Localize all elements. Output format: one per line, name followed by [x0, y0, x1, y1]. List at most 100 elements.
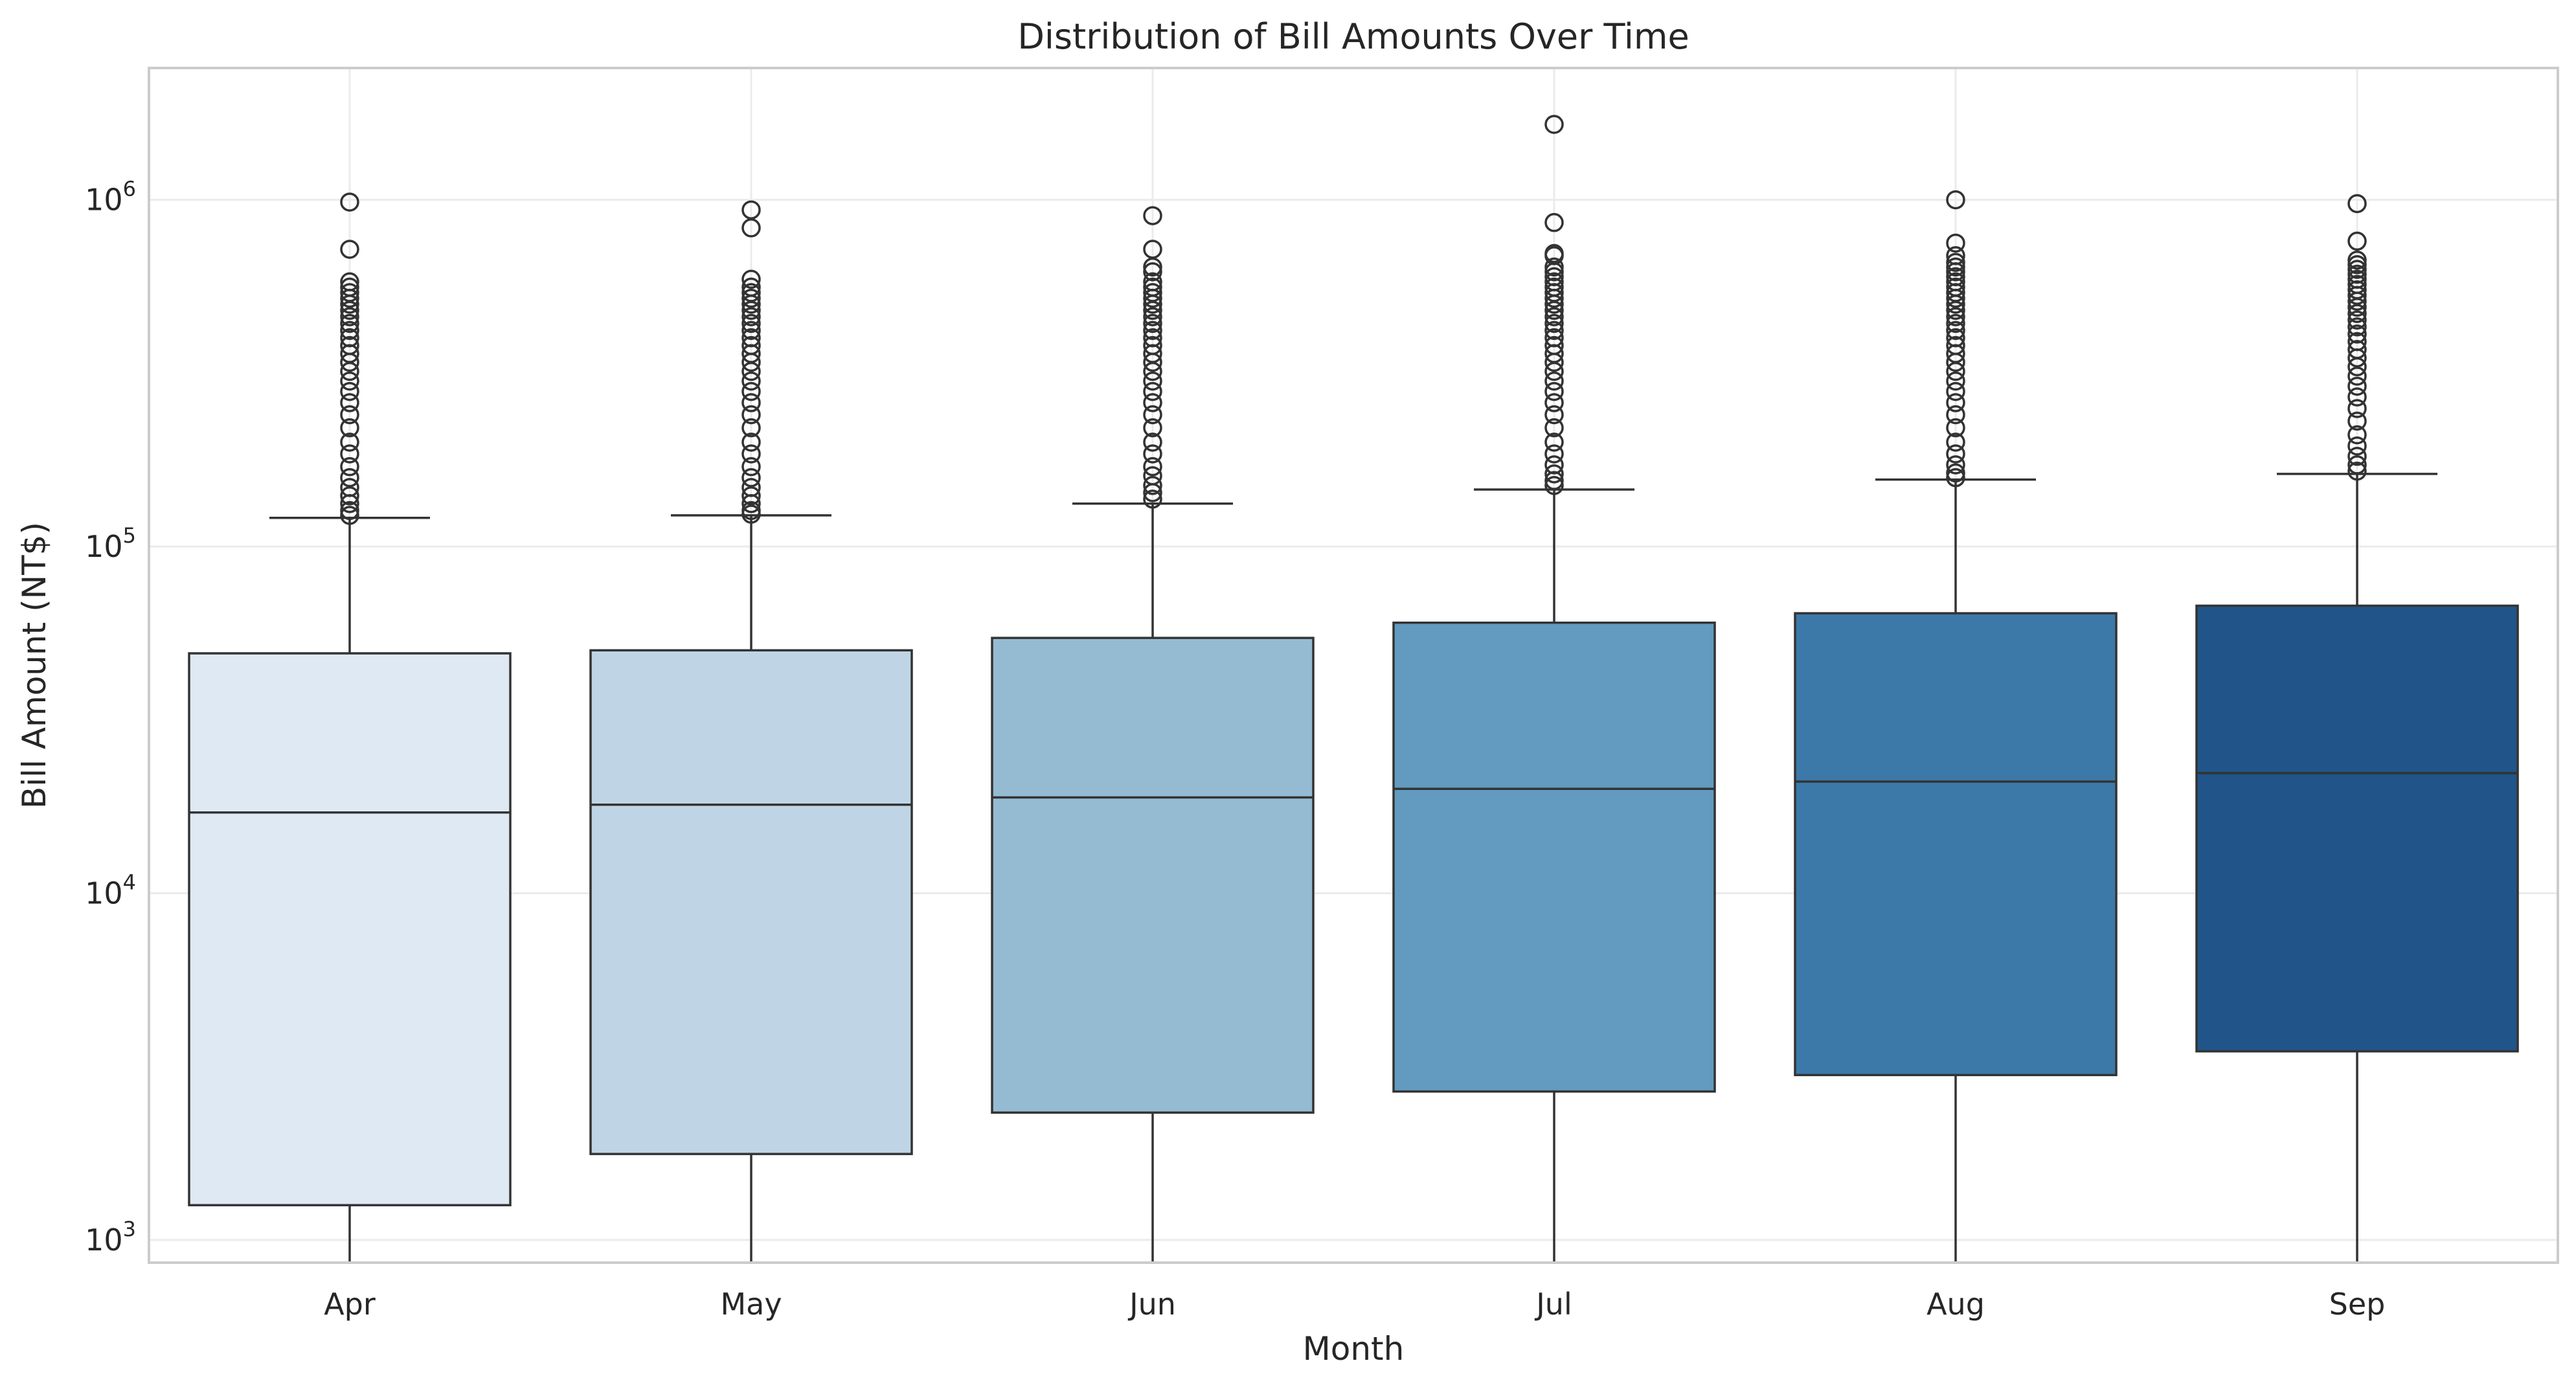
outlier-point-jul: [1544, 475, 1564, 495]
box-layer: [188, 115, 2519, 1263]
outlier-point-jul: [1544, 464, 1564, 484]
outlier-point-sep: [2347, 366, 2367, 386]
outlier-point-jul: [1544, 471, 1564, 490]
outlier-point-jul: [1544, 405, 1564, 425]
outlier-point-aug: [1946, 444, 1965, 464]
outlier-point-jul: [1544, 393, 1564, 412]
outlier-point-sep: [2347, 286, 2367, 305]
x-tick-label-aug: Aug: [1926, 1287, 1985, 1322]
outlier-point-may: [741, 493, 761, 513]
outlier-point-jul: [1544, 313, 1564, 333]
y-tick-base: 10: [85, 1223, 123, 1257]
outlier-point-may: [741, 269, 761, 289]
outlier-point-apr: [340, 444, 359, 464]
outlier-point-jun: [1143, 371, 1162, 391]
outlier-point-jul: [1544, 288, 1564, 308]
outlier-point-apr: [340, 405, 359, 425]
outlier-point-jul: [1544, 433, 1564, 452]
outlier-point-sep: [2347, 250, 2367, 270]
iqr-box-jul: [1392, 621, 1716, 1093]
outlier-point-sep: [2347, 455, 2367, 475]
outlier-point-sep: [2347, 194, 2367, 214]
outlier-point-jul: [1544, 444, 1564, 464]
outlier-point-may: [741, 295, 761, 314]
box-group-jul: [1392, 115, 1716, 1263]
outlier-point-apr: [340, 393, 359, 412]
outlier-point-jul: [1544, 115, 1564, 134]
outlier-point-may: [741, 307, 761, 326]
outlier-point-jun: [1143, 475, 1162, 495]
iqr-box-jun: [991, 637, 1315, 1114]
outlier-point-sep: [2347, 231, 2367, 251]
outlier-point-aug: [1946, 307, 1965, 326]
outlier-point-aug: [1946, 190, 1965, 210]
outlier-point-may: [741, 361, 761, 381]
outlier-point-jun: [1143, 307, 1162, 326]
box-group-apr: [188, 192, 512, 1263]
plot-frame: [148, 67, 2559, 1264]
x-tick-label-sep: Sep: [2329, 1287, 2386, 1322]
outlier-point-jun: [1143, 257, 1162, 277]
outlier-point-aug: [1946, 433, 1965, 452]
outlier-point-sep: [2347, 376, 2367, 396]
outlier-point-may: [741, 321, 761, 341]
outlier-point-jul: [1544, 257, 1564, 277]
outlier-point-aug: [1946, 257, 1965, 277]
outlier-point-jun: [1143, 295, 1162, 314]
outlier-point-sep: [2347, 357, 2367, 377]
outlier-point-jul: [1544, 371, 1564, 391]
outlier-point-sep: [2347, 310, 2367, 330]
outlier-point-sep: [2347, 387, 2367, 407]
outlier-point-jul: [1544, 381, 1564, 401]
outlier-point-jun: [1143, 457, 1162, 477]
outlier-point-jun: [1143, 352, 1162, 372]
x-tick-label-jun: Jun: [1127, 1287, 1176, 1322]
y-tick-base: 10: [85, 529, 123, 564]
outlier-point-jun: [1143, 361, 1162, 381]
outlier-point-may: [741, 457, 761, 477]
outlier-point-apr: [340, 486, 359, 506]
outlier-point-jul: [1544, 300, 1564, 321]
outlier-point-jun: [1143, 418, 1162, 438]
outlier-point-may: [741, 393, 761, 412]
box-group-jun: [991, 206, 1315, 1263]
outlier-point-apr: [340, 501, 359, 521]
outlier-point-aug: [1946, 405, 1965, 425]
outlier-point-sep: [2347, 436, 2367, 456]
outlier-point-jun: [1143, 490, 1162, 509]
outlier-point-sep: [2347, 317, 2367, 337]
box-group-may: [589, 200, 913, 1263]
y-tick-exponent: 5: [123, 523, 136, 548]
outlier-point-sep: [2347, 411, 2367, 431]
y-tick-label-4: 104: [85, 870, 136, 910]
outlier-point-apr: [340, 321, 359, 341]
outlier-point-apr: [340, 457, 359, 477]
outlier-point-sep: [2347, 264, 2367, 284]
outlier-point-jun: [1143, 288, 1162, 308]
outlier-point-aug: [1946, 288, 1965, 308]
y-tick-base: 10: [85, 183, 123, 218]
y-tick-label-3: 103: [85, 1217, 136, 1257]
outlier-point-sep: [2347, 461, 2367, 481]
outlier-point-sep: [2347, 425, 2367, 445]
outlier-point-jun: [1143, 313, 1162, 333]
outlier-point-jun: [1143, 206, 1162, 225]
outlier-point-aug: [1946, 371, 1965, 391]
outlier-point-aug: [1946, 455, 1965, 475]
outlier-point-jul: [1544, 262, 1564, 282]
outlier-point-apr: [340, 371, 359, 391]
outlier-point-aug: [1946, 262, 1965, 282]
y-tick-label-6: 106: [85, 177, 136, 218]
iqr-box-apr: [188, 652, 512, 1206]
outlier-point-aug: [1946, 253, 1965, 272]
outlier-point-jun: [1143, 433, 1162, 452]
outlier-point-aug: [1946, 381, 1965, 401]
outlier-point-jul: [1544, 321, 1564, 341]
outlier-point-jul: [1544, 212, 1564, 232]
y-tick-exponent: 6: [123, 177, 136, 201]
outlier-point-aug: [1946, 463, 1965, 483]
outlier-point-may: [741, 381, 761, 401]
outlier-point-sep: [2347, 291, 2367, 311]
outlier-point-jun: [1143, 483, 1162, 502]
